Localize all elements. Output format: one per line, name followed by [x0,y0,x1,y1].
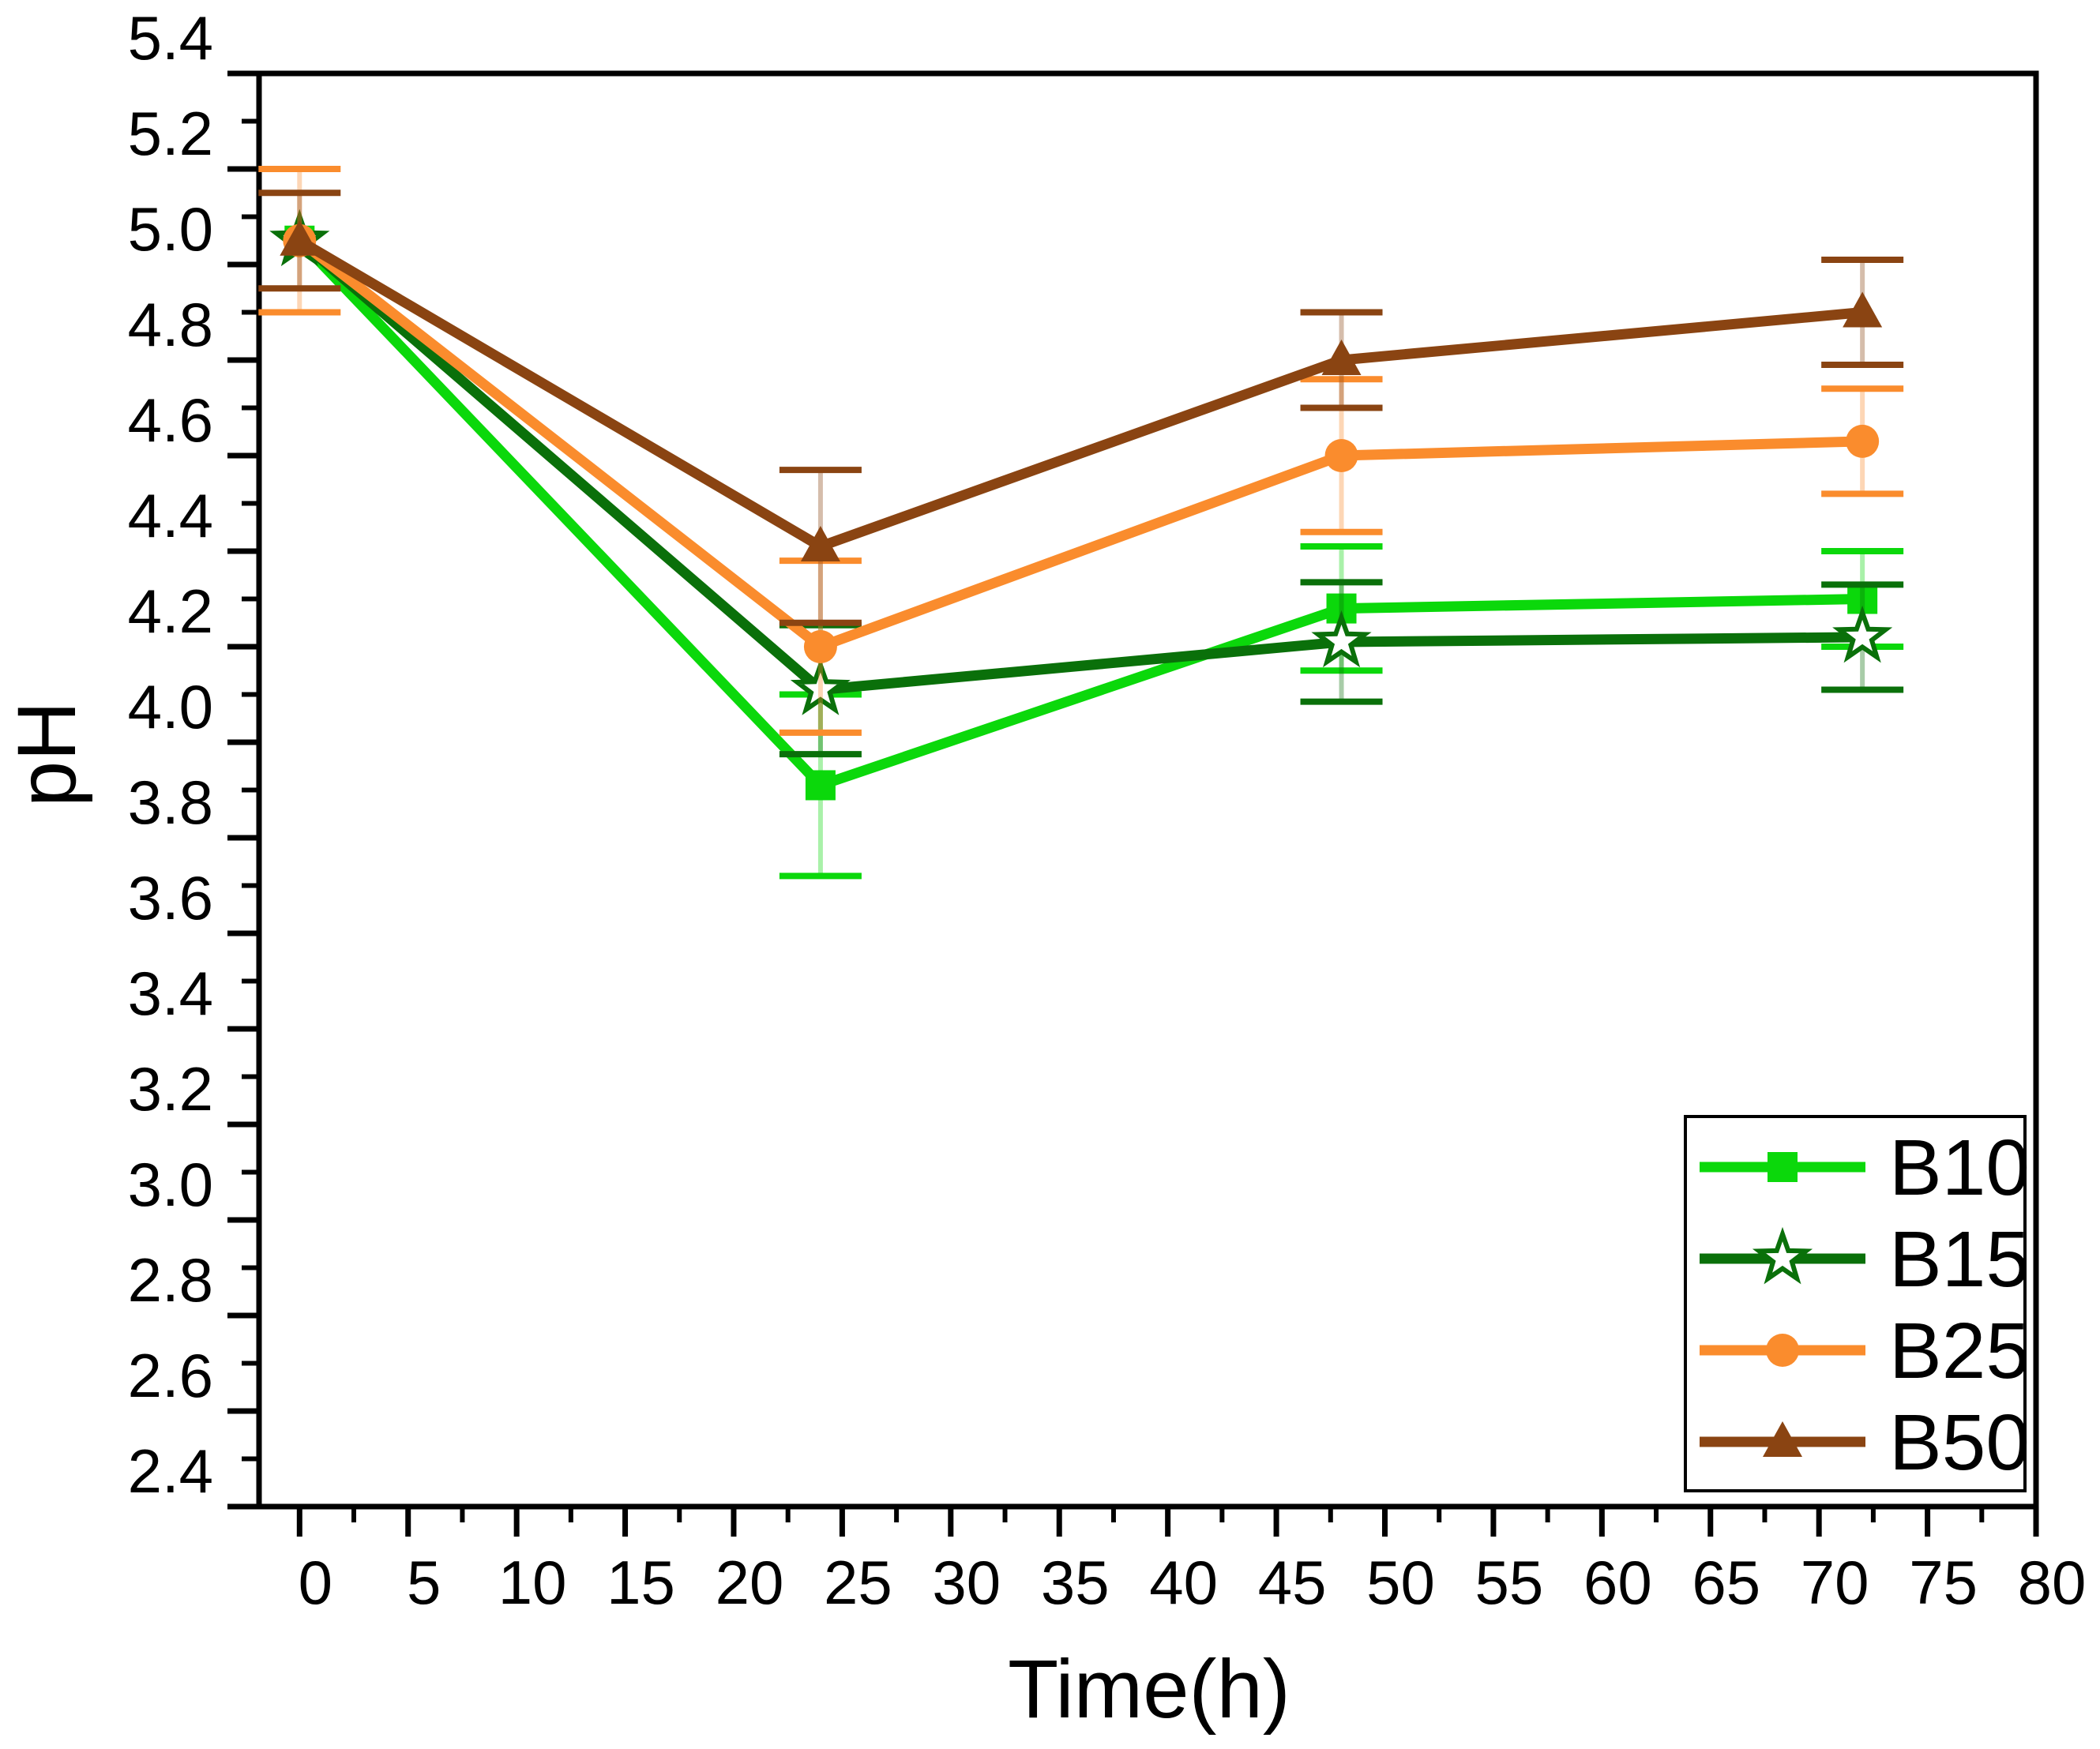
x-axis-title: Time(h) [1008,1643,1290,1736]
y-tick-label: 2.8 [128,1245,213,1315]
y-tick-label: 5.0 [128,194,213,264]
x-tick-label: 20 [716,1548,784,1617]
x-tick-label: 10 [498,1548,567,1617]
legend-label-b10: B10 [1889,1124,2030,1212]
x-tick-label: 75 [1909,1548,1978,1617]
x-tick-label: 80 [2018,1548,2087,1617]
y-tick-label: 2.6 [128,1341,213,1410]
x-tick-label: 15 [607,1548,675,1617]
legend-item-b15: B15 [1700,1215,2030,1304]
legend-label-b15: B15 [1889,1215,2030,1304]
marker-b15 [1311,610,1372,668]
x-tick-label: 0 [299,1548,332,1617]
legend-item-b25: B25 [1700,1307,2030,1395]
legend-marker-b15 [1752,1226,1813,1285]
x-tick-label: 70 [1801,1548,1869,1617]
legend-item-b10: B10 [1700,1124,2030,1212]
x-tick-label: 50 [1366,1548,1435,1617]
x-tick-label: 30 [932,1548,1001,1617]
y-tick-label: 2.4 [128,1436,213,1506]
legend-marker-b50 [1763,1421,1802,1457]
y-tick-label: 4.4 [128,481,213,550]
x-tick-label: 40 [1149,1548,1218,1617]
y-tick-label: 4.8 [128,290,213,359]
series-line-b10 [295,237,1863,791]
x-tick-label: 65 [1692,1548,1760,1617]
x-tick-label: 60 [1583,1548,1652,1617]
x-tick-label: 25 [824,1548,892,1617]
marker-b50 [280,220,320,256]
series-line-b25 [296,236,1863,653]
x-tick-label: 45 [1258,1548,1327,1617]
marker-b50 [800,525,840,561]
y-tick-label: 4.0 [128,672,213,741]
legend-item-b50: B50 [1700,1398,2030,1487]
series-b15 [269,208,1904,758]
legend-marker-b25 [1766,1334,1799,1367]
y-tick-label: 4.6 [128,385,213,455]
series-line-b15 [296,236,1863,696]
legend-box [1684,1115,2027,1492]
y-tick-label: 4.2 [128,576,213,646]
plot-layer: 0 5 10 15 20 25 30 35 40 45 50 55 60 65 70 75 80 5.4 5.2 5.… [128,3,2087,1617]
marker-b25 [803,630,837,663]
marker-b15 [1832,605,1893,663]
y-tick-label: 5.4 [128,3,213,73]
marker-b15 [790,658,851,715]
legend-label-b50: B50 [1889,1398,2030,1487]
y-tick-label: 3.4 [128,959,213,1028]
series-b25 [258,166,1904,736]
x-tick-label: 5 [407,1548,441,1617]
y-axis-title: pH [1,701,93,807]
legend-label-b25: B25 [1889,1307,2030,1395]
y-tick-label: 3.6 [128,863,213,933]
y-tick-label: 3.8 [128,768,213,837]
y-tick-label: 3.0 [128,1150,213,1219]
y-tick-label: 3.2 [128,1054,213,1124]
marker-b10 [805,770,836,801]
x-tick-label: 55 [1475,1548,1544,1617]
x-tick-label: 35 [1041,1548,1110,1617]
marker-b50 [1843,291,1883,328]
series-b50 [258,190,1904,626]
legend-marker-b10 [1768,1152,1798,1182]
marker-b25 [1846,424,1880,458]
y-tick-label: 5.2 [128,99,213,168]
series-line-b50 [297,236,1863,553]
marker-b50 [1321,340,1362,375]
marker-b25 [1324,439,1358,472]
